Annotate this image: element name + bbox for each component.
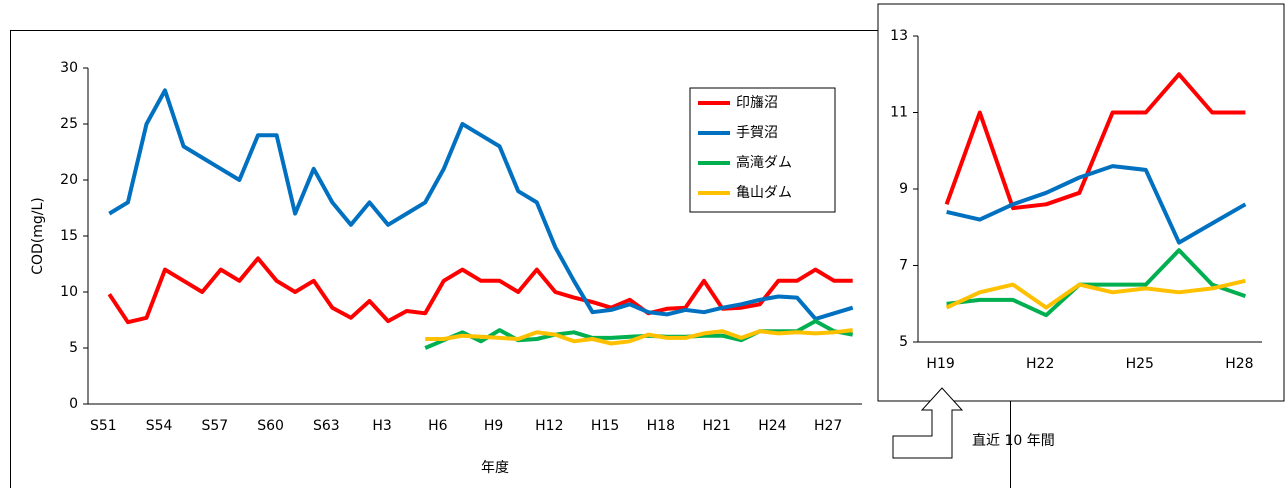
series-line bbox=[944, 72, 1246, 211]
x-axis-label: 年度 bbox=[481, 460, 509, 476]
legend-label: 亀山ダム bbox=[736, 185, 792, 201]
x-tick-label: H25 bbox=[1126, 356, 1154, 372]
x-tick-label: H27 bbox=[814, 418, 842, 434]
y-tick-label: 15 bbox=[60, 228, 78, 244]
legend-label: 手賀沼 bbox=[736, 125, 778, 141]
x-tick-label: S63 bbox=[313, 418, 340, 434]
series-line bbox=[946, 248, 1247, 318]
y-axis-label: COD(mg/L) bbox=[30, 197, 46, 275]
x-tick-label: S60 bbox=[257, 418, 284, 434]
x-tick-label: H9 bbox=[484, 418, 503, 434]
legend-label: 高滝ダム bbox=[736, 154, 792, 171]
x-tick-label: H3 bbox=[372, 418, 391, 434]
y-tick-label: 5 bbox=[69, 340, 78, 356]
x-tick-label: S51 bbox=[90, 418, 117, 434]
x-tick-label: H12 bbox=[535, 418, 563, 434]
series-line bbox=[425, 328, 853, 346]
x-tick-label: H28 bbox=[1225, 356, 1253, 372]
y-tick-label: 5 bbox=[899, 334, 908, 350]
y-tick-label: 9 bbox=[899, 181, 908, 197]
y-tick-label: 30 bbox=[60, 60, 78, 76]
y-tick-label: 20 bbox=[60, 172, 78, 188]
x-tick-label: H21 bbox=[702, 418, 730, 434]
y-tick-label: 10 bbox=[60, 284, 78, 300]
series-line bbox=[108, 88, 854, 321]
inset-frame bbox=[877, 3, 1285, 402]
y-tick-label: 25 bbox=[60, 116, 78, 132]
x-tick-label: H24 bbox=[758, 418, 786, 434]
y-tick-label: 0 bbox=[69, 396, 78, 412]
x-tick-label: H22 bbox=[1026, 356, 1054, 372]
legend-label: 印旛沼 bbox=[736, 95, 778, 111]
x-tick-label: S57 bbox=[201, 418, 228, 434]
x-tick-label: H19 bbox=[926, 356, 954, 372]
annotation: 直近 10 年間 bbox=[972, 432, 1055, 449]
series-line bbox=[946, 164, 1247, 245]
series-line bbox=[107, 256, 853, 325]
x-tick-label: S54 bbox=[146, 418, 173, 434]
y-tick-label: 7 bbox=[899, 258, 908, 274]
arrow-icon bbox=[892, 387, 964, 459]
y-tick-label: 13 bbox=[890, 28, 908, 44]
y-tick-label: 11 bbox=[890, 105, 908, 121]
x-tick-label: H18 bbox=[647, 418, 675, 434]
x-tick-label: H15 bbox=[591, 418, 619, 434]
x-tick-label: H6 bbox=[428, 418, 448, 434]
series-line bbox=[945, 278, 1246, 310]
